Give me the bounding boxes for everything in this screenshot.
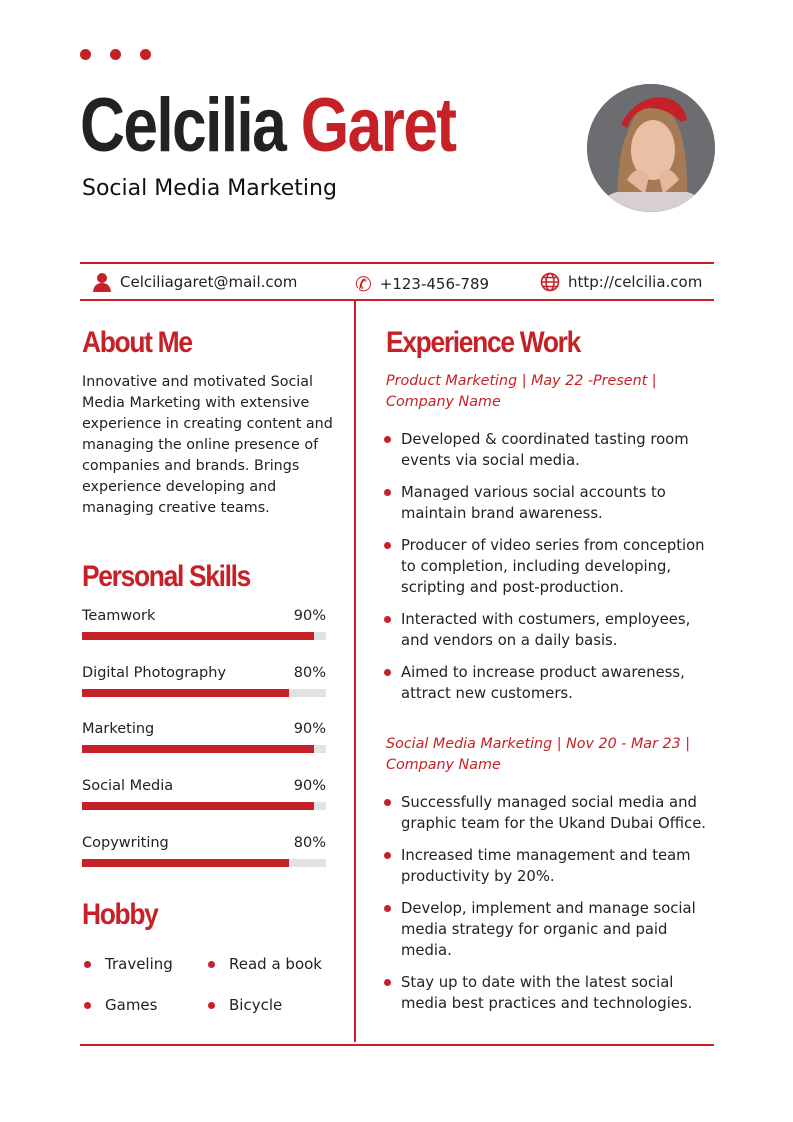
skill-bar-fill <box>82 632 314 640</box>
job-role: Social Media Marketing <box>82 176 337 201</box>
divider-bottom <box>80 1044 714 1046</box>
divider-column <box>354 300 356 1042</box>
hobby-item: Games <box>84 996 157 1014</box>
skill-name: Copywriting <box>82 834 169 851</box>
skill-bar <box>82 802 326 811</box>
skill-item: Copywriting 80% <box>82 835 326 867</box>
job-bullet: Managed various social accounts to maint… <box>384 482 714 524</box>
globe-icon <box>540 272 560 292</box>
bullet-text: Managed various social accounts to maint… <box>401 484 666 522</box>
bullet-icon <box>384 852 391 859</box>
bullet-icon <box>84 960 91 968</box>
hobby-item: Bicycle <box>208 996 282 1014</box>
experience-list: Product Marketing | May 22 -Present | Co… <box>384 371 714 1025</box>
skill-bar <box>82 688 326 697</box>
bullet-icon <box>384 616 391 623</box>
person-icon <box>93 273 111 292</box>
job-bullet: Successfully managed social media and gr… <box>384 792 714 834</box>
contact-email: Celciliagaret@mail.com <box>92 272 297 292</box>
skill-bar <box>82 632 326 640</box>
job-bullet: Interacted with costumers, employees, an… <box>384 609 714 651</box>
decor-dot <box>80 49 91 60</box>
job-bullet: Develop, implement and manage social med… <box>384 898 714 961</box>
decor-dot <box>110 49 121 60</box>
bullet-text: Develop, implement and manage social med… <box>401 900 696 959</box>
job-bullet: Stay up to date with the latest social m… <box>384 972 714 1014</box>
job-bullet: Aimed to increase product awareness, att… <box>384 662 714 704</box>
bullet-icon <box>384 979 391 986</box>
skill-bar-fill <box>82 802 314 811</box>
bullet-text: Aimed to increase product awareness, att… <box>401 664 685 702</box>
skill-percent: 80% <box>293 664 326 681</box>
divider-top <box>80 262 714 264</box>
bullet-icon <box>384 905 391 912</box>
bullet-icon <box>384 436 391 443</box>
hobby-title: Hobby <box>82 898 159 931</box>
skill-percent: 80% <box>293 834 326 851</box>
skill-percent: 90% <box>293 778 326 795</box>
phone-text: +123-456-789 <box>379 275 490 293</box>
full-name: Celcilia Garet <box>80 88 457 164</box>
job-bullet: Developed & coordinated tasting room eve… <box>384 429 714 471</box>
skills-title: Personal Skills <box>82 560 251 593</box>
skill-name: Teamwork <box>82 608 156 624</box>
website-text: http://celcilia.com <box>568 273 703 291</box>
hobby-label: Games <box>105 996 158 1014</box>
bullet-icon <box>84 1001 91 1009</box>
bullet-icon <box>384 799 391 806</box>
bullet-icon <box>208 1001 215 1009</box>
skill-item: Digital Photography 80% <box>82 665 326 697</box>
bullet-icon <box>384 669 391 676</box>
bullet-icon <box>384 542 391 549</box>
skill-name: Marketing <box>82 721 155 738</box>
bullet-text: Stay up to date with the latest social m… <box>401 974 693 1012</box>
bullet-text: Developed & coordinated tasting room eve… <box>401 431 689 469</box>
hobby-label: Bicycle <box>229 996 283 1014</box>
decor-dot <box>140 49 151 60</box>
skill-name: Social Media <box>82 778 174 795</box>
skill-name: Digital Photography <box>82 664 227 681</box>
bullet-icon <box>384 489 391 496</box>
bullet-text: Interacted with costumers, employees, an… <box>401 611 691 649</box>
contact-phone: ✆ +123-456-789 <box>355 272 489 296</box>
hobby-label: Read a book <box>229 955 322 973</box>
bullet-text: Increased time management and team produ… <box>401 847 691 885</box>
skill-bar-fill <box>82 745 314 754</box>
profile-photo <box>587 84 715 212</box>
job-bullet: Producer of video series from conception… <box>384 535 714 598</box>
skill-bar <box>82 745 326 754</box>
phone-icon: ✆ <box>355 272 372 296</box>
first-name: Celcilia <box>80 83 287 168</box>
job-heading: Social Media Marketing | Nov 20 - Mar 23… <box>386 736 691 773</box>
about-title: About Me <box>82 326 193 359</box>
about-text: Innovative and motivated Social Media Ma… <box>82 374 333 516</box>
skill-bar-fill <box>82 858 290 867</box>
bullet-text: Successfully managed social media and gr… <box>401 794 707 832</box>
skill-percent: 90% <box>293 608 326 624</box>
job-bullet: Increased time management and team produ… <box>384 845 714 887</box>
skill-percent: 90% <box>293 721 326 738</box>
bullet-icon <box>208 960 215 968</box>
email-text: Celciliagaret@mail.com <box>120 273 298 291</box>
hobby-label: Traveling <box>105 955 173 973</box>
skill-item: Marketing 90% <box>82 721 326 754</box>
skill-item: Social Media 90% <box>82 778 326 811</box>
hobby-item: Traveling <box>84 955 173 973</box>
skill-bar <box>82 858 326 867</box>
hobby-item: Read a book <box>208 955 322 973</box>
contact-website: http://celcilia.com <box>540 272 702 292</box>
bullet-text: Producer of video series from conception… <box>401 537 705 596</box>
skill-item: Teamwork 90% <box>82 608 326 640</box>
experience-title: Experience Work <box>386 326 581 359</box>
job-heading: Product Marketing | May 22 -Present | Co… <box>386 373 657 410</box>
divider-contact <box>80 299 714 301</box>
skill-bar-fill <box>82 688 290 697</box>
last-name: Garet <box>300 83 457 168</box>
